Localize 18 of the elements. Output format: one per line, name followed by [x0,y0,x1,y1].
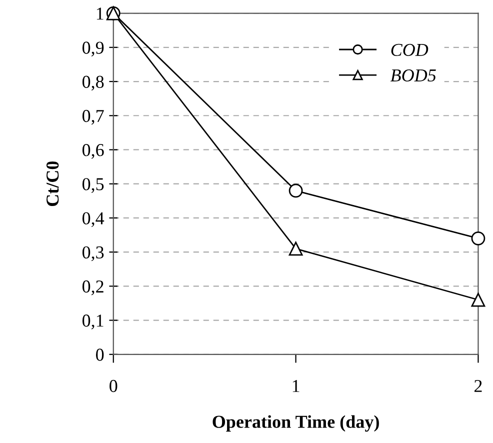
y-tick-label: 0 [96,348,104,361]
y-tick-label: 0,5 [82,178,104,193]
x-axis-title: Operation Time (day) [212,415,379,432]
y-tick-label: 0,7 [82,110,104,125]
legend-label: COD [391,44,428,56]
y-tick-label: 0,2 [82,280,104,296]
y-tick-label: 0,9 [82,42,104,56]
y-tick-label: 0,4 [82,212,104,227]
y-tick-label: 0,3 [82,246,104,262]
y-tick-label: 0,8 [82,76,104,91]
x-tick-label: 1 [292,380,300,392]
x-tick-label: 0 [110,380,118,392]
legend-label: BOD5 [390,69,436,82]
y-tick-label: 0,6 [82,144,104,159]
y-axis-title: Ct/C0 [46,161,59,206]
y-tick-label: 0,1 [82,314,104,330]
y-tick-label: 1 [96,8,104,20]
x-tick-label: 2 [474,380,482,392]
